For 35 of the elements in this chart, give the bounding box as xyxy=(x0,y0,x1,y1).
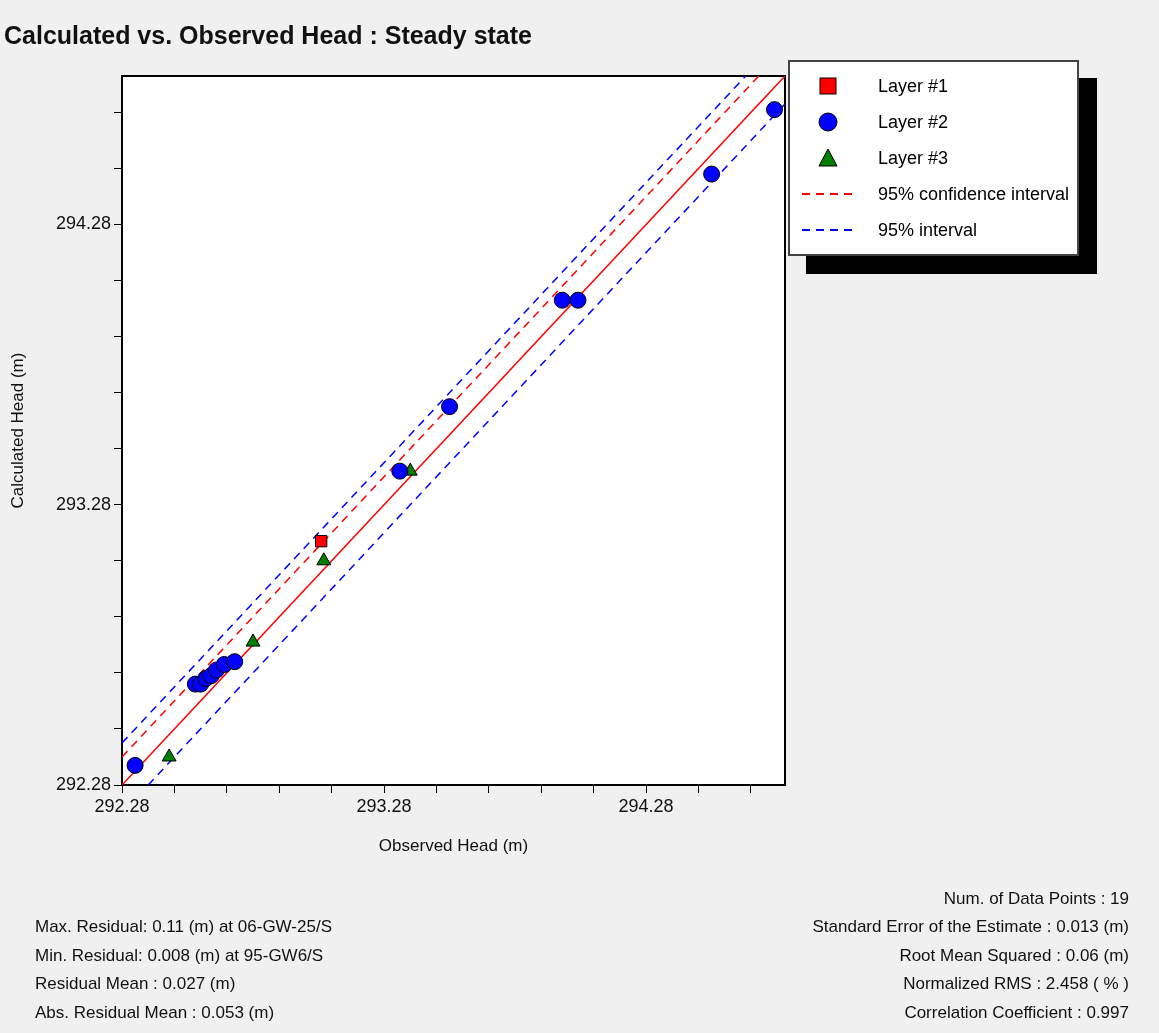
text: Abs. Residual Mean : 0.053 (m) xyxy=(35,1001,276,1024)
y-tick-label: 292.28 xyxy=(55,773,111,794)
text: Residual Mean : 0.027 (m) xyxy=(35,973,237,995)
x-tick-label: 292.28 xyxy=(94,795,150,816)
point xyxy=(703,165,721,183)
text: Correlation Coefficient : 0.997 xyxy=(903,1001,1129,1024)
point xyxy=(553,291,571,309)
point xyxy=(766,101,784,119)
x-tick-label: 294.28 xyxy=(618,795,674,816)
text: Min. Residual: 0.008 (m) at 95-GW6/S xyxy=(35,944,325,967)
chart-title: Calculated vs. Observed Head : Steady state xyxy=(4,20,533,49)
legend-label: 95% interval xyxy=(878,219,978,241)
y-tick-label: 294.28 xyxy=(55,213,111,234)
point xyxy=(126,756,144,774)
point xyxy=(441,398,459,416)
y-tick-label: 293.28 xyxy=(55,493,111,514)
text: Num. of Data Points : 19 xyxy=(942,887,1129,910)
legend-label: 95% confidence interval xyxy=(878,183,1070,205)
legend-label: Layer #1 xyxy=(878,75,949,97)
legend-label: Layer #2 xyxy=(878,111,949,133)
y-axis-title: Calculated Head (m) xyxy=(7,352,27,509)
point xyxy=(316,552,332,566)
legend-label: Layer #3 xyxy=(878,147,949,169)
point xyxy=(391,462,409,480)
x-axis-title: Observed Head (m) xyxy=(378,836,529,856)
text: Normalized RMS : 2.458 ( % ) xyxy=(902,973,1129,995)
x-tick-label: 293.28 xyxy=(356,795,412,816)
text: Max. Residual: 0.11 (m) at 06-GW-25/S xyxy=(35,916,332,938)
point xyxy=(226,653,244,671)
point xyxy=(569,291,587,309)
text: Root Mean Squared : 0.06 (m) xyxy=(898,944,1129,967)
text: Standard Error of the Estimate : 0.013 (m) xyxy=(812,916,1129,938)
point xyxy=(315,535,328,548)
point xyxy=(245,633,261,647)
point xyxy=(161,748,177,762)
